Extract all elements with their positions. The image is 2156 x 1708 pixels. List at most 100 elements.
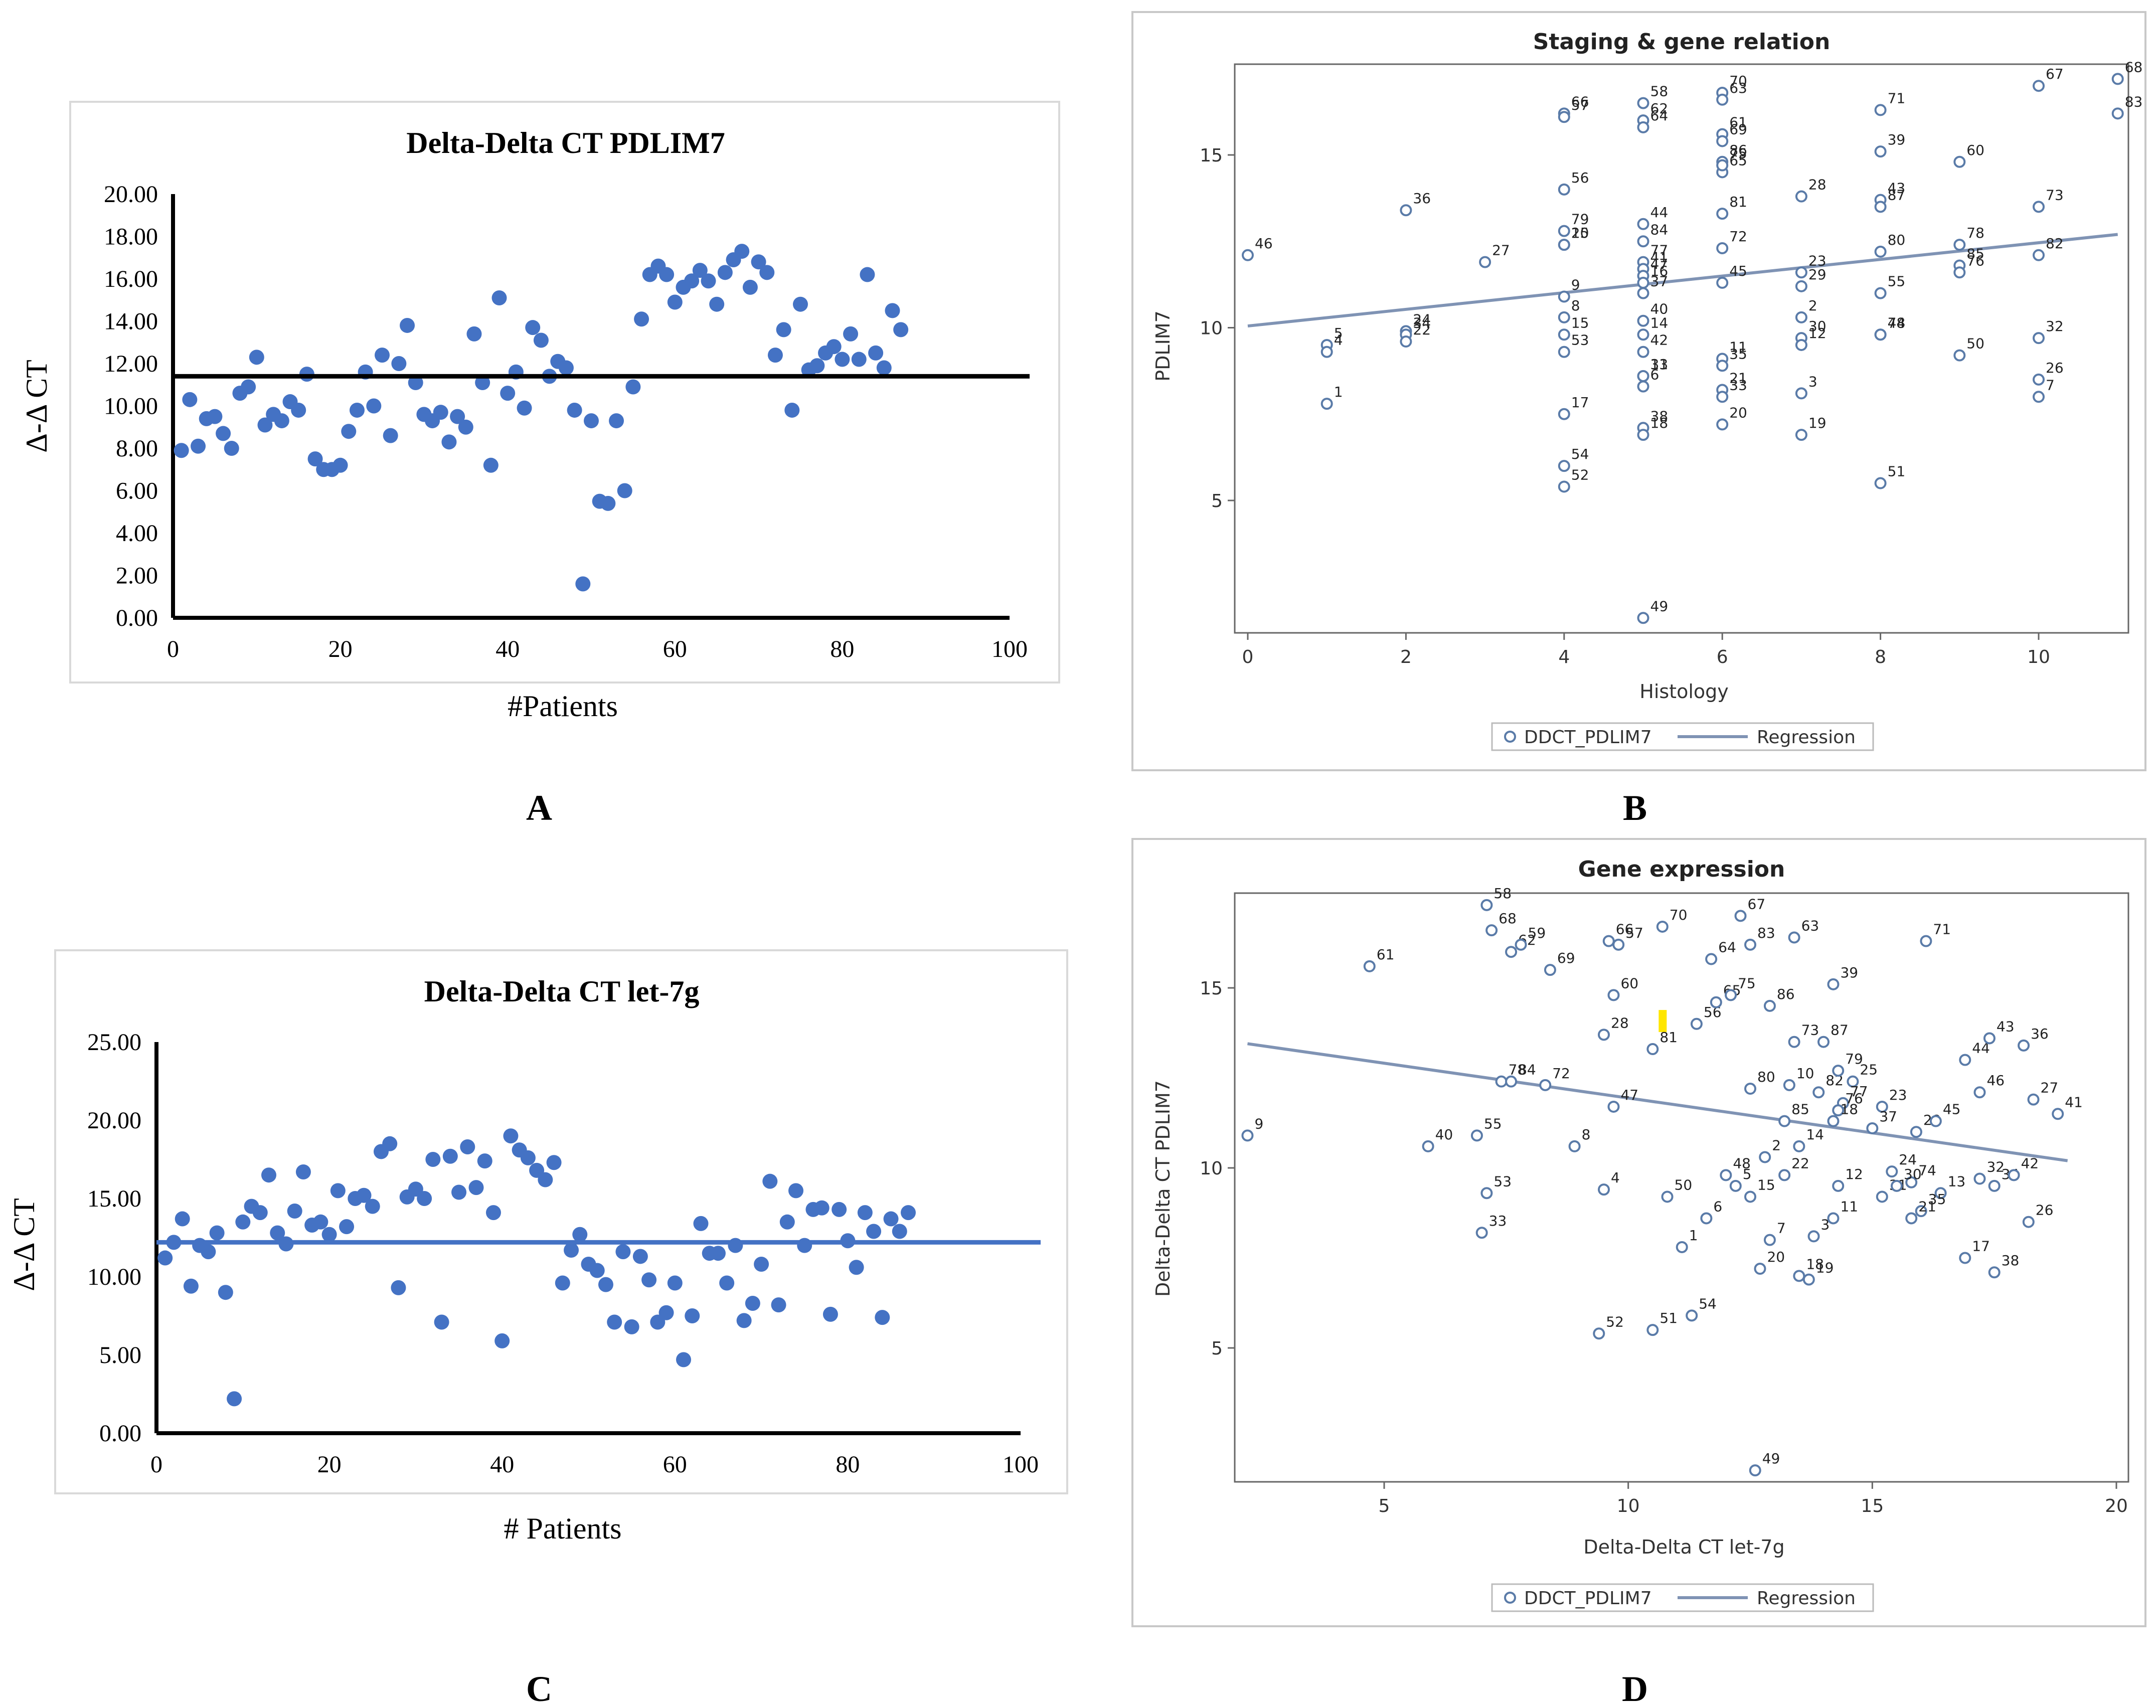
data-point <box>835 352 850 367</box>
data-point <box>1558 111 1570 123</box>
point-label: 72 <box>1729 228 1747 245</box>
data-point <box>1505 1075 1518 1088</box>
point-label: 29 <box>1808 266 1827 283</box>
point-label: 42 <box>1650 332 1669 349</box>
legend-line-label: Regression <box>1757 1588 1856 1609</box>
data-point <box>1646 1324 1659 1336</box>
data-point <box>1795 338 1807 351</box>
point-label: 83 <box>1757 925 1775 941</box>
data-point <box>1953 239 1966 251</box>
data-point <box>632 1249 648 1264</box>
data-point <box>1656 920 1669 933</box>
data-point <box>1749 1464 1761 1477</box>
panel-a-chart: Delta-Delta CT PDLIM7 0.00 2.00 4.00 6.00 8.0… <box>20 126 1030 723</box>
data-point <box>883 1211 899 1227</box>
data-point <box>793 296 808 312</box>
data-point <box>1729 1179 1742 1192</box>
point-label: 21 <box>1729 370 1747 387</box>
data-point <box>1832 1179 1845 1192</box>
data-point <box>339 1219 355 1235</box>
data-point <box>876 360 892 376</box>
point-label: 44 <box>1650 204 1669 221</box>
y-tick-label: 12.00 <box>104 351 158 377</box>
x-tick-label: 20 <box>328 636 353 662</box>
data-point <box>1637 380 1649 393</box>
data-point <box>434 1314 449 1330</box>
data-point <box>1558 460 1570 472</box>
panel-label-a: A <box>526 788 552 828</box>
point-label: 24 <box>1899 1151 1917 1168</box>
data-point <box>624 1319 639 1334</box>
data-point <box>1763 999 1776 1012</box>
data-point <box>759 265 775 280</box>
data-point <box>1827 1212 1840 1225</box>
data-point <box>901 1205 916 1221</box>
data-point <box>356 1187 372 1203</box>
data-point <box>1876 1190 1888 1203</box>
point-label: 43 <box>1888 180 1906 197</box>
data-point <box>625 379 641 395</box>
point-label: 5 <box>1743 1166 1752 1182</box>
point-label: 17 <box>1972 1238 1990 1255</box>
point-label: 80 <box>1888 232 1906 248</box>
chart-title: Staging & gene relation <box>1533 29 1831 55</box>
data-point <box>1612 938 1625 951</box>
point-label: 23 <box>1889 1087 1907 1103</box>
data-point <box>1539 1079 1552 1091</box>
data-point <box>1754 1263 1766 1275</box>
data-point <box>257 417 273 433</box>
point-label: 75 <box>1738 975 1756 991</box>
data-point <box>2033 80 2045 92</box>
data-point <box>460 1139 475 1155</box>
point-label: 61 <box>1377 946 1395 963</box>
data-point <box>1363 960 1376 972</box>
data-point <box>567 402 582 418</box>
data-point <box>1558 290 1570 303</box>
point-label: 19 <box>1816 1260 1834 1276</box>
point-label: 79 <box>1845 1051 1863 1067</box>
data-point <box>1716 93 1729 106</box>
data-point <box>1788 1036 1800 1048</box>
data-point <box>1874 328 1887 341</box>
point-label: 51 <box>1888 463 1906 480</box>
data-point <box>274 413 289 429</box>
point-label: 63 <box>1801 917 1819 934</box>
data-point <box>685 1308 700 1323</box>
data-point <box>183 1278 199 1294</box>
x-tick-label: 0 <box>1242 647 1254 667</box>
data-point <box>892 1224 907 1239</box>
point-label: 80 <box>1757 1069 1775 1085</box>
y-tick-label: 10 <box>1200 1158 1223 1179</box>
data-point <box>1716 418 1729 431</box>
data-point <box>609 413 624 429</box>
data-point <box>809 358 825 374</box>
data-point <box>2111 107 2124 120</box>
data-point <box>1637 287 1649 299</box>
y-axis-title: Δ-Δ CT <box>20 360 53 453</box>
point-label: 15 <box>1757 1176 1775 1193</box>
y-tick-label: 8.00 <box>116 435 158 462</box>
data-point <box>1495 1075 1508 1088</box>
x-tick-label: 20 <box>317 1451 342 1478</box>
y-tick-label: 5 <box>1211 491 1223 511</box>
point-label: 26 <box>2036 1202 2054 1219</box>
panel-a-frame <box>69 101 1060 684</box>
point-label: 52 <box>1571 466 1589 483</box>
data-point <box>1973 1172 1986 1185</box>
point-label: 77 <box>1850 1083 1868 1100</box>
data-point <box>1915 1205 1927 1218</box>
point-label: 7 <box>2046 377 2055 393</box>
data-point <box>1817 1036 1830 1048</box>
data-point <box>1602 935 1615 947</box>
data-point <box>1905 1212 1918 1225</box>
point-label: 27 <box>2041 1080 2059 1096</box>
data-point <box>1891 1179 1903 1192</box>
y-axis-title: Delta-Delta CT PDLIM7 <box>1152 1080 1174 1297</box>
point-label: 20 <box>1767 1249 1785 1265</box>
point-label: 21 <box>1918 1199 1936 1215</box>
data-point <box>734 244 750 259</box>
data-point <box>1874 287 1887 299</box>
data-point <box>615 1244 631 1260</box>
regression-line <box>1247 1042 2068 1162</box>
data-point <box>1876 1100 1888 1113</box>
